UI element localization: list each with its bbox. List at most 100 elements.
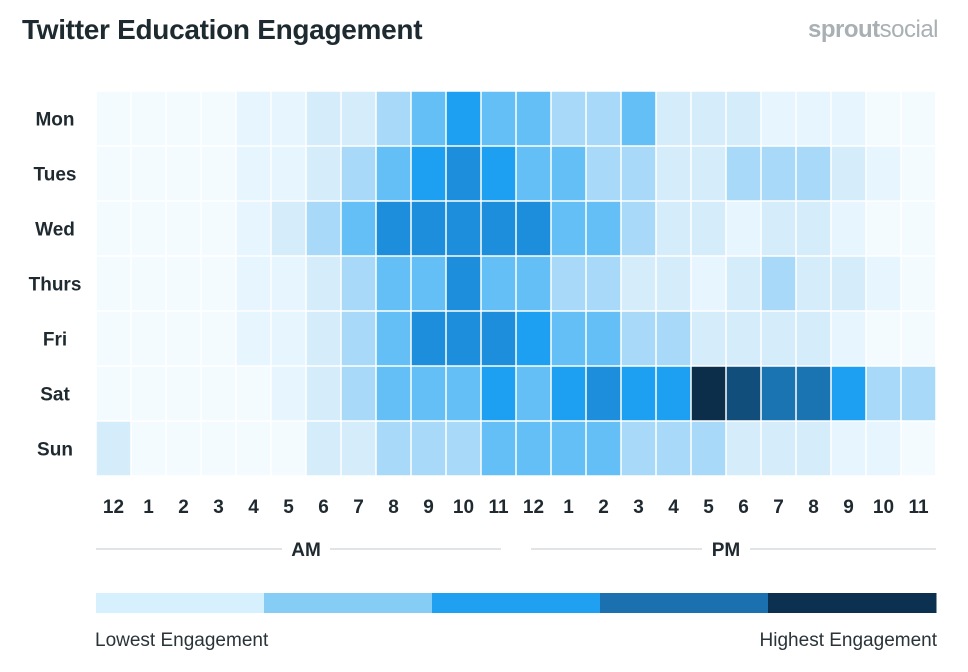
heatmap-cell-fri-12: [516, 311, 551, 366]
hour-label-11: 11: [488, 497, 509, 518]
legend-color-bar: [96, 593, 937, 613]
heatmap-cell-sat-14: [586, 366, 621, 421]
legend-swatch-1: [264, 593, 433, 613]
heatmap-cell-fri-20: [796, 311, 831, 366]
hour-label-3: 3: [213, 497, 224, 518]
heatmap-cell-fri-17: [691, 311, 726, 366]
heatmap-cell-sun-10: [446, 421, 481, 476]
heatmap-cell-mon-18: [726, 91, 761, 146]
legend-swatch-3: [600, 593, 769, 613]
day-label-sun: Sun: [37, 440, 73, 461]
heatmap-cell-mon-20: [796, 91, 831, 146]
heatmap-cell-tues-14: [586, 146, 621, 201]
heatmap-cell-wed-9: [411, 201, 446, 256]
heatmap-cell-sun-6: [306, 421, 341, 476]
heatmap-cell-fri-19: [761, 311, 796, 366]
heatmap-cell-sat-22: [866, 366, 901, 421]
heatmap-cell-tues-15: [621, 146, 656, 201]
heatmap-cell-fri-2: [166, 311, 201, 366]
heatmap-cell-wed-21: [831, 201, 866, 256]
heatmap-cell-thurs-18: [726, 256, 761, 311]
hour-label-22: 10: [873, 497, 894, 518]
heatmap-cell-tues-16: [656, 146, 691, 201]
heatmap-cell-sun-3: [201, 421, 236, 476]
hour-label-2: 2: [178, 497, 189, 518]
heatmap-cell-sun-18: [726, 421, 761, 476]
heatmap-cell-tues-12: [516, 146, 551, 201]
heatmap-cell-mon-22: [866, 91, 901, 146]
heatmap-cell-wed-13: [551, 201, 586, 256]
heatmap-cell-mon-5: [271, 91, 306, 146]
heatmap-cell-fri-1: [131, 311, 166, 366]
heatmap-cell-sat-8: [376, 366, 411, 421]
heatmap-cell-mon-6: [306, 91, 341, 146]
heatmap-cell-mon-23: [901, 91, 936, 146]
heatmap-cell-wed-5: [271, 201, 306, 256]
heatmap-cell-thurs-1: [131, 256, 166, 311]
heatmap-cell-sat-16: [656, 366, 691, 421]
heatmap-cell-tues-5: [271, 146, 306, 201]
heatmap-cell-mon-21: [831, 91, 866, 146]
heatmap-cell-sat-3: [201, 366, 236, 421]
heatmap-cell-sat-6: [306, 366, 341, 421]
heatmap-cell-sun-4: [236, 421, 271, 476]
heatmap-cell-tues-9: [411, 146, 446, 201]
heatmap-cell-thurs-20: [796, 256, 831, 311]
heatmap-cell-thurs-9: [411, 256, 446, 311]
hour-label-8: 8: [388, 497, 399, 518]
heatmap-cell-sun-15: [621, 421, 656, 476]
heatmap-cell-mon-16: [656, 91, 691, 146]
heatmap-cell-sat-12: [516, 366, 551, 421]
heatmap-cell-sun-19: [761, 421, 796, 476]
heatmap-cell-sat-5: [271, 366, 306, 421]
legend-high-label: Highest Engagement: [759, 630, 937, 651]
heatmap-cell-sun-11: [481, 421, 516, 476]
heatmap-cell-sun-7: [341, 421, 376, 476]
heatmap-cell-wed-1: [131, 201, 166, 256]
heatmap-cell-mon-7: [341, 91, 376, 146]
heatmap-cell-sat-11: [481, 366, 516, 421]
sprout-social-logo: sproutsocial: [808, 16, 939, 44]
heatmap-cell-sun-13: [551, 421, 586, 476]
heatmap-cell-mon-2: [166, 91, 201, 146]
heatmap-cell-mon-11: [481, 91, 516, 146]
heatmap-cell-tues-8: [376, 146, 411, 201]
heatmap-cell-sat-9: [411, 366, 446, 421]
heatmap-cell-thurs-19: [761, 256, 796, 311]
heatmap-cell-sun-14: [586, 421, 621, 476]
heatmap-cell-thurs-16: [656, 256, 691, 311]
heatmap-cell-tues-6: [306, 146, 341, 201]
heatmap-cell-sat-23: [901, 366, 936, 421]
heatmap-cell-fri-22: [866, 311, 901, 366]
heatmap-cell-fri-23: [901, 311, 936, 366]
heatmap-cell-mon-9: [411, 91, 446, 146]
heatmap-cell-sat-10: [446, 366, 481, 421]
heatmap-cell-fri-21: [831, 311, 866, 366]
heatmap-cell-wed-15: [621, 201, 656, 256]
hour-label-9: 9: [423, 497, 434, 518]
heatmap-cell-thurs-5: [271, 256, 306, 311]
heatmap-cell-wed-10: [446, 201, 481, 256]
heatmap-cell-sat-17: [691, 366, 726, 421]
heatmap-cell-mon-10: [446, 91, 481, 146]
heatmap-cell-wed-17: [691, 201, 726, 256]
heatmap-cell-fri-9: [411, 311, 446, 366]
heatmap-cell-mon-13: [551, 91, 586, 146]
hour-labels: 12 1 2 3 4 5 6 7 8 9 10 11 12 1 2 3 4 5 6 7 8 9 10 11: [103, 497, 929, 518]
heatmap-cell-thurs-2: [166, 256, 201, 311]
day-label-fri: Fri: [43, 330, 67, 351]
heatmap-cell-tues-17: [691, 146, 726, 201]
heatmap-cell-thurs-0: [96, 256, 131, 311]
heatmap-cell-tues-18: [726, 146, 761, 201]
heatmap-cell-thurs-10: [446, 256, 481, 311]
hour-label-1: 1: [143, 497, 154, 518]
heatmap-cell-wed-6: [306, 201, 341, 256]
hour-label-23: 11: [908, 497, 929, 518]
day-label-thurs: Thurs: [29, 275, 82, 296]
heatmap-cell-sun-9: [411, 421, 446, 476]
heatmap-cell-sat-20: [796, 366, 831, 421]
heatmap-cell-sun-21: [831, 421, 866, 476]
heatmap-cell-thurs-17: [691, 256, 726, 311]
heatmap-cell-wed-11: [481, 201, 516, 256]
hour-label-7: 7: [353, 497, 364, 518]
